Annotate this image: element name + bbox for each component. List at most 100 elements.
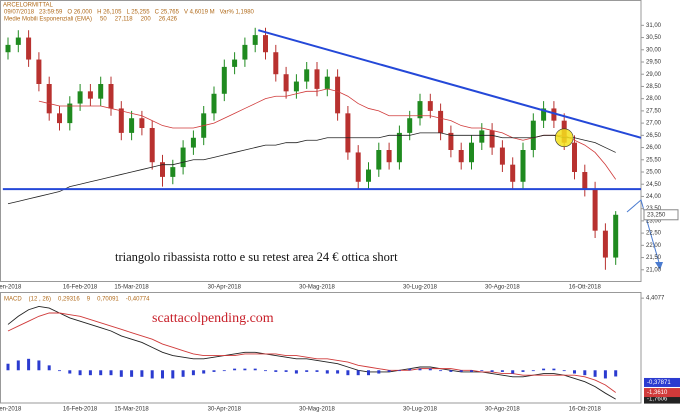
histogram-bar — [130, 370, 134, 377]
histogram-bar — [418, 368, 422, 371]
candle-body — [376, 150, 382, 170]
histogram-bar — [88, 370, 92, 376]
y-tick-label: 29,50 — [646, 60, 662, 66]
histogram-bar — [408, 368, 412, 371]
annotation: triangolo ribassista rotto e su retest a… — [115, 250, 398, 264]
histogram-bar — [480, 370, 484, 372]
header-text: Medie Mobili Esponenziali (EMA) — [4, 17, 92, 23]
candle-body — [366, 169, 371, 182]
histogram-bar — [243, 368, 247, 371]
candle-body — [46, 84, 52, 114]
x-tick-label: 30-Apr-2018 — [208, 407, 242, 413]
histogram-bar — [233, 368, 237, 371]
candle-body — [469, 142, 474, 163]
candle-body — [582, 172, 588, 190]
histogram-bar — [99, 370, 103, 376]
header-text: 200 — [141, 17, 152, 23]
histogram-bar — [356, 370, 360, 376]
histogram-bar — [171, 370, 175, 379]
candle-body — [15, 37, 21, 45]
x-tick-label: 16-Feb-2018 — [63, 285, 98, 291]
header-text: 09/07/2018 — [4, 10, 35, 16]
header-text: Var% 1,1980 — [220, 10, 255, 16]
header-text: 9 — [87, 297, 91, 303]
value-box — [644, 377, 680, 387]
header-text: 26,426 — [159, 17, 178, 23]
candle-body — [345, 113, 351, 153]
candle-body — [479, 130, 485, 143]
header-text: 0,29316 — [58, 297, 80, 303]
candle-body — [139, 118, 145, 128]
histogram-bar — [191, 370, 195, 376]
candle-body — [458, 150, 464, 163]
histogram-bar — [222, 370, 226, 372]
histogram-bar — [6, 363, 10, 371]
y-tick-label: 30,00 — [646, 47, 662, 53]
y-tick-label: 24,00 — [646, 194, 662, 200]
header-text: L 25,255 — [126, 10, 150, 16]
candle-body — [36, 59, 42, 84]
candle-body — [417, 101, 423, 119]
candle-body — [221, 66, 227, 94]
candle-body — [602, 230, 608, 258]
arrow-head — [655, 262, 663, 270]
candle-body — [57, 113, 62, 124]
histogram-bar — [583, 370, 587, 376]
y-tick-label: 22,50 — [646, 231, 662, 237]
histogram-bar — [47, 365, 51, 371]
candle-body — [108, 84, 114, 109]
price-label-box — [643, 209, 679, 221]
histogram-bar — [68, 370, 72, 374]
candle-body — [160, 162, 165, 177]
x-tick-label: Gen-2018 — [0, 407, 22, 413]
y-tick-label: 26,00 — [646, 145, 662, 151]
header-text: (12 , 26) — [29, 297, 51, 303]
price-panel — [0, 0, 642, 282]
header-text: 0,70091 — [97, 297, 119, 303]
candle-body — [489, 130, 495, 148]
trendline — [258, 29, 642, 139]
histogram-bar — [552, 368, 556, 371]
header-text: O 26,000 — [67, 10, 92, 16]
candle-body — [273, 52, 279, 75]
candle-body — [180, 147, 186, 168]
histogram-bar — [119, 370, 123, 377]
histogram-bar — [253, 368, 257, 371]
histogram-bar — [27, 358, 31, 371]
value-box — [644, 388, 680, 398]
histogram-bar — [305, 370, 309, 372]
candle-body — [77, 91, 83, 104]
watermark: scattacolpending.com — [152, 311, 274, 326]
y-tick-label: 26,50 — [646, 133, 662, 139]
x-tick-label: 30-Mag-2018 — [299, 285, 335, 291]
histogram-bar — [16, 360, 20, 371]
histogram-bar — [470, 370, 473, 372]
candle-body — [427, 101, 433, 111]
candle-body — [293, 81, 299, 92]
histogram-bar — [109, 370, 113, 376]
x-tick-label: 30-Apr-2018 — [208, 285, 242, 291]
histogram-bar — [490, 370, 494, 372]
histogram-bar — [181, 370, 185, 377]
candle-body — [87, 91, 93, 99]
histogram-bar — [449, 370, 453, 372]
histogram-bar — [531, 370, 535, 372]
histogram-bar — [140, 370, 144, 377]
ema-line — [7, 132, 616, 205]
candle-body — [324, 76, 330, 89]
header-text: 50 — [100, 17, 107, 23]
y-tick-label: 27,50 — [646, 108, 662, 114]
value-box-label: -1,7606 — [647, 397, 668, 403]
value-box-label: -0,37871 — [647, 380, 671, 386]
value-box — [644, 394, 680, 404]
chart-title: ARCELORMITTAL — [3, 3, 54, 9]
y-tick-label: 22,00 — [646, 243, 662, 249]
candle-body — [592, 189, 598, 231]
y-tick-label: 28,00 — [646, 96, 662, 102]
histogram-bar — [377, 370, 381, 374]
histogram-bar — [428, 368, 432, 371]
y-tick-label: 29,00 — [646, 72, 662, 78]
macd-line — [7, 312, 616, 393]
histogram-bar — [459, 370, 463, 372]
candle-body — [26, 37, 32, 60]
